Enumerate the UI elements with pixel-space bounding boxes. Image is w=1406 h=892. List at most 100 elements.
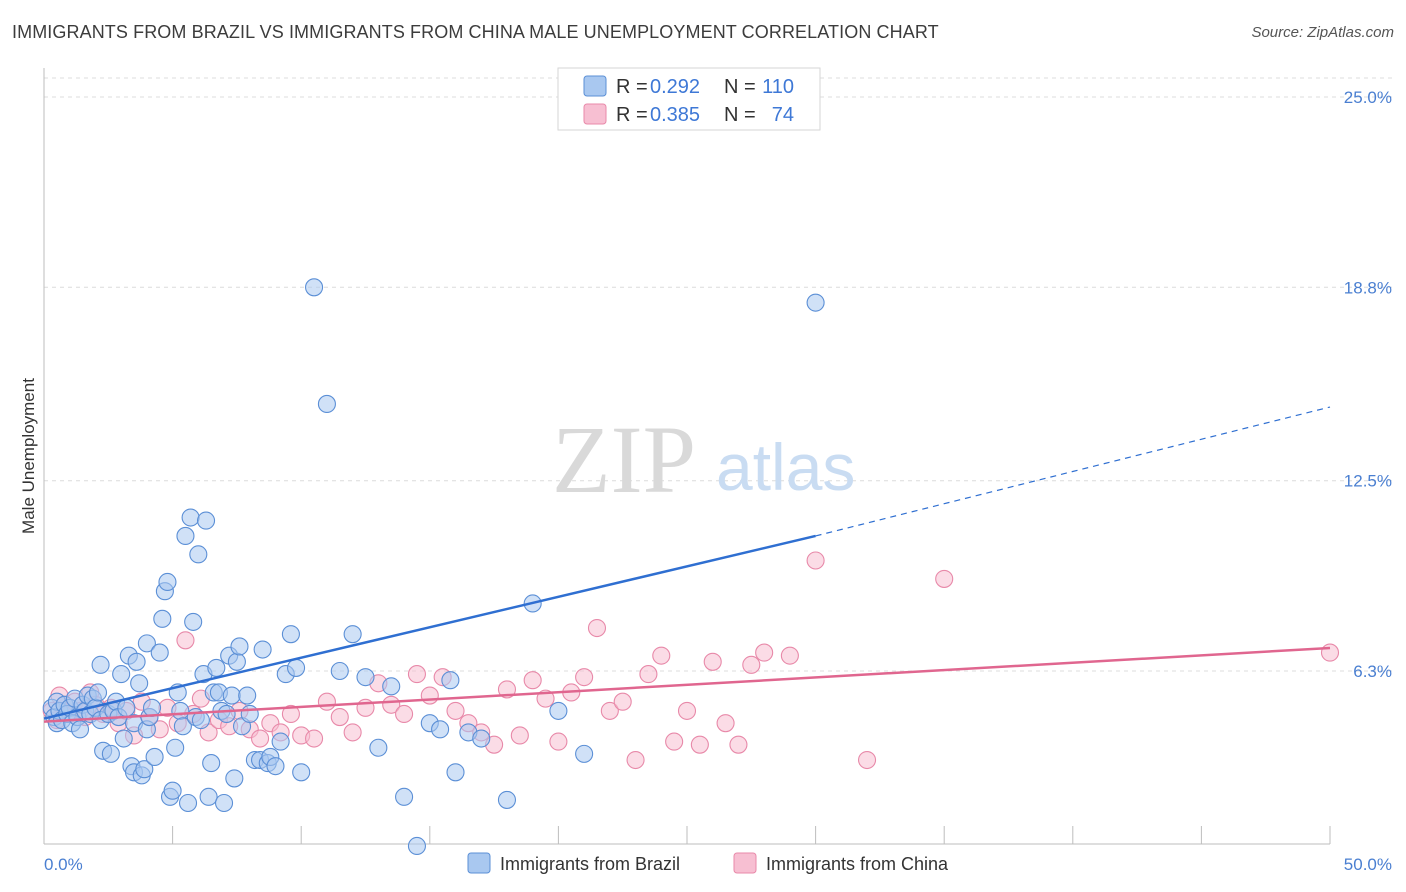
legend-r-value-brazil: 0.292 [650, 76, 700, 98]
china-point [935, 569, 954, 588]
brazil-point [497, 790, 517, 809]
brazil-point [253, 640, 272, 659]
china-point [729, 735, 748, 754]
brazil-point [112, 665, 131, 684]
china-point [665, 732, 684, 751]
china-point [755, 643, 774, 662]
y-axis-label: Male Unemployment [19, 378, 38, 534]
brazil-point [575, 744, 594, 763]
china-point [549, 732, 568, 751]
china-point [1320, 643, 1340, 662]
x-tick-label-max: 50.0% [1344, 855, 1392, 874]
brazil-point [446, 763, 465, 782]
brazil-point [271, 732, 290, 751]
brazil-point [382, 677, 401, 696]
china-point [703, 652, 722, 671]
brazil-point [91, 655, 110, 674]
brazil-point [305, 278, 324, 297]
brazil-point [222, 686, 241, 705]
brazil-point [472, 729, 491, 748]
legend-r-label-brazil: R = [616, 76, 648, 98]
y-tick-label: 12.5% [1344, 472, 1392, 491]
china-point [690, 735, 709, 754]
brazil-point [369, 738, 388, 757]
brazil-point [281, 625, 300, 644]
brazil-point [196, 511, 216, 530]
china-point [510, 726, 529, 745]
brazil-trend-extension [815, 406, 1331, 537]
legend-swatch-brazil [583, 75, 607, 97]
brazil-point [217, 704, 236, 724]
brazil-point [356, 668, 375, 687]
watermark: ZIP atlas [552, 406, 855, 513]
china-point [639, 665, 658, 684]
brazil-point [166, 738, 185, 757]
legend-n-value-china: 74 [772, 104, 794, 126]
china-trend-line [43, 646, 1331, 723]
china-point [716, 714, 735, 733]
legend-r-value-china: 0.385 [650, 104, 700, 126]
source-label: Source: ZipAtlas.com [1251, 24, 1394, 41]
brazil-point [240, 704, 259, 724]
top-legend: R = 0.292 N = 110 R = 0.385 N = 74 [557, 67, 821, 131]
bottom-legend: Immigrants from Brazil Immigrants from C… [467, 852, 949, 874]
china-point [600, 701, 619, 720]
bottom-legend-label-china: Immigrants from China [766, 854, 949, 874]
china-point [587, 618, 607, 638]
china-point [305, 729, 324, 748]
bottom-legend-label-brazil: Immigrants from Brazil [500, 854, 680, 874]
y-tick-label: 6.3% [1353, 662, 1392, 681]
china-point [613, 692, 632, 711]
china-point [317, 692, 336, 711]
bottom-legend-swatch-brazil [467, 852, 491, 874]
brazil-point [171, 701, 190, 720]
china-point [395, 704, 414, 724]
brazil-point [202, 754, 221, 773]
brazil-point [184, 612, 203, 631]
brazil-point [127, 652, 146, 671]
brazil-point [150, 643, 169, 662]
brazil-point [158, 572, 177, 592]
china-point [742, 655, 761, 674]
brazil-point [214, 793, 234, 813]
brazil-point [142, 698, 162, 717]
brazil-point [227, 652, 246, 671]
trend-lines [43, 406, 1331, 723]
bottom-legend-swatch-china [733, 852, 757, 874]
legend-n-label-brazil: N = [724, 76, 756, 98]
legend-n-value-brazil: 110 [762, 76, 794, 98]
china-point [806, 551, 825, 570]
brazil-point [317, 394, 336, 414]
china-point [523, 671, 542, 690]
watermark-atlas: atlas [716, 430, 855, 504]
gridlines [44, 77, 1392, 672]
y-tick-label: 18.8% [1344, 278, 1392, 297]
y-tick-label: 25.0% [1344, 88, 1392, 107]
brazil-point [178, 793, 198, 813]
brazil-point [207, 658, 226, 677]
brazil-point [292, 763, 311, 782]
brazil-point [189, 545, 208, 564]
brazil-point [431, 720, 450, 739]
brazil-point [395, 787, 414, 806]
brazil-point [130, 674, 149, 693]
brazil-point [407, 836, 426, 856]
series-brazil-points [42, 278, 825, 856]
watermark-zip: ZIP [552, 406, 696, 513]
brazil-point [137, 634, 156, 653]
china-point [250, 729, 270, 748]
china-point [330, 707, 349, 727]
brazil-point [176, 526, 195, 545]
brazil-point [230, 637, 249, 656]
china-point [343, 723, 362, 742]
brazil-point [199, 787, 218, 806]
china-point [780, 646, 799, 665]
brazil-point [173, 717, 192, 736]
china-point [652, 646, 671, 665]
chart-title: IMMIGRANTS FROM BRAZIL VS IMMIGRANTS FRO… [12, 22, 939, 42]
brazil-point [225, 769, 244, 788]
brazil-trend-line [43, 534, 816, 720]
brazil-point [145, 747, 164, 766]
china-point [575, 668, 594, 687]
